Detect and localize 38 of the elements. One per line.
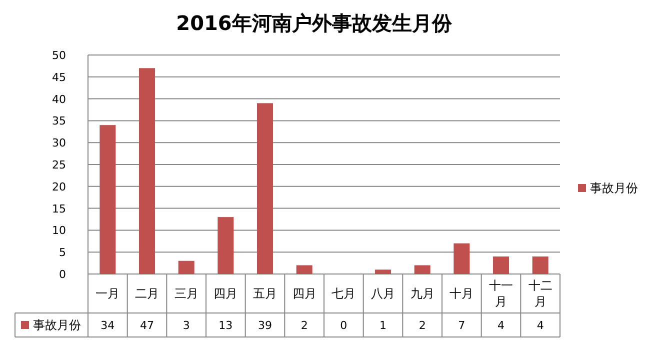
x-tick-label: 一月 bbox=[96, 286, 120, 300]
data-label: 4 bbox=[498, 319, 504, 332]
y-tick-label: 0 bbox=[59, 268, 66, 281]
data-label: 7 bbox=[458, 319, 466, 332]
y-tick-label: 15 bbox=[52, 202, 66, 216]
x-tick-label: 七月 bbox=[332, 286, 356, 300]
x-tick-label: 十月 bbox=[450, 286, 474, 300]
data-label: 2 bbox=[418, 319, 426, 332]
data-label: 34 bbox=[100, 319, 115, 332]
y-tick-label: 20 bbox=[52, 180, 66, 194]
y-tick-label: 10 bbox=[52, 224, 66, 238]
y-tick-label: 35 bbox=[52, 114, 66, 128]
x-tick-label: 十一月 bbox=[489, 278, 513, 308]
data-label: 39 bbox=[258, 319, 272, 332]
x-tick-label: 五月 bbox=[253, 286, 277, 300]
data-label: 13 bbox=[218, 319, 233, 332]
x-tick-label: 十二月 bbox=[528, 278, 552, 308]
x-tick-label: 四月 bbox=[292, 286, 316, 300]
data-label: 4 bbox=[536, 319, 544, 332]
text: 事故月份 bbox=[33, 318, 81, 332]
x-tick-label: 四月 bbox=[214, 286, 238, 300]
data-label: 2 bbox=[300, 319, 308, 332]
legend-label: 事故月份 bbox=[590, 181, 638, 195]
x-tick-label: 三月 bbox=[174, 286, 198, 300]
data-label: 47 bbox=[140, 319, 154, 332]
data-label: 0 bbox=[340, 319, 348, 332]
y-tick-label: 5 bbox=[59, 246, 66, 260]
x-tick-label: 九月 bbox=[410, 286, 434, 300]
title: 2016年河南户外事故发生月份 bbox=[176, 11, 452, 35]
data-label: 1 bbox=[380, 319, 386, 332]
data-label: 3 bbox=[182, 319, 190, 332]
y-tick-label: 25 bbox=[52, 158, 66, 172]
y-tick-label: 50 bbox=[52, 49, 66, 62]
x-tick-label: 二月 bbox=[135, 286, 159, 300]
y-tick-label: 45 bbox=[52, 70, 66, 84]
y-tick-label: 30 bbox=[52, 136, 66, 150]
y-tick-label: 40 bbox=[52, 92, 66, 106]
x-tick-label: 八月 bbox=[371, 286, 395, 300]
